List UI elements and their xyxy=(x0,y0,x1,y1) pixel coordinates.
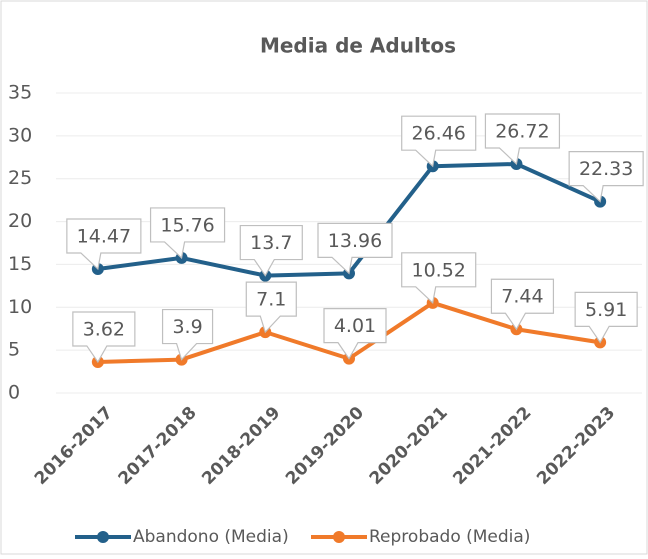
label-callout xyxy=(72,311,136,364)
data-label: 26.72 xyxy=(495,120,549,142)
y-tick-label: 0 xyxy=(8,382,20,404)
y-tick-label: 5 xyxy=(8,339,20,361)
y-tick-label: 25 xyxy=(8,167,32,189)
legend-label: Abandono (Media) xyxy=(133,527,289,547)
data-label: 10.52 xyxy=(412,259,466,281)
data-label: 13.96 xyxy=(328,230,382,252)
label-callout xyxy=(401,252,477,305)
data-label: 4.01 xyxy=(334,315,376,337)
label-callout xyxy=(245,281,297,334)
label-callout xyxy=(401,115,477,168)
data-label: 7.1 xyxy=(256,289,286,311)
legend-label: Reprobado (Media) xyxy=(369,527,530,547)
label-callout xyxy=(239,224,303,277)
data-label: 13.7 xyxy=(250,232,292,254)
y-tick-label: 10 xyxy=(8,296,32,318)
data-label: 22.33 xyxy=(579,158,633,180)
label-callout xyxy=(484,113,561,166)
data-label: 5.91 xyxy=(585,299,627,321)
label-callout xyxy=(66,218,142,271)
label-callout xyxy=(317,222,393,275)
data-label: 14.47 xyxy=(77,225,131,247)
y-tick-label: 35 xyxy=(8,82,32,104)
label-callout xyxy=(323,308,387,360)
label-callout xyxy=(490,278,555,331)
label-callout xyxy=(161,308,214,361)
data-label: 26.46 xyxy=(412,123,466,145)
y-tick-label: 15 xyxy=(8,253,32,275)
legend-marker xyxy=(333,531,345,543)
data-label: 3.62 xyxy=(83,318,125,340)
data-label: 7.44 xyxy=(501,286,543,308)
label-callout xyxy=(568,151,644,203)
data-label: 15.76 xyxy=(160,214,214,236)
y-tick-label: 20 xyxy=(8,210,32,232)
data-label: 3.9 xyxy=(172,316,202,338)
y-tick-label: 30 xyxy=(8,124,32,146)
label-callout xyxy=(149,207,226,260)
label-callout xyxy=(574,291,638,344)
chart-title: Media de Adultos xyxy=(260,34,456,58)
legend-marker xyxy=(97,531,109,543)
